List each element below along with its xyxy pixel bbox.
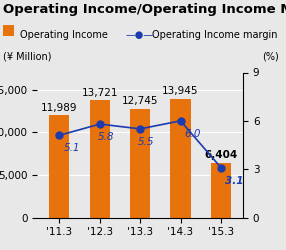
Text: —●—: —●— [126,30,154,40]
Bar [49,115,69,218]
Text: 5.5: 5.5 [138,137,155,147]
Bar [130,109,150,218]
Text: 12,745: 12,745 [122,96,158,106]
Bar [90,100,110,218]
Text: (%): (%) [262,51,279,61]
Text: Operating Income/Operating Income Margin: Operating Income/Operating Income Margin [3,2,286,16]
Text: Operating Income: Operating Income [20,30,108,40]
Text: 3.1: 3.1 [225,176,243,186]
Bar [170,98,190,218]
Text: 5.1: 5.1 [64,144,81,154]
Text: 6.0: 6.0 [184,129,201,139]
Bar [211,163,231,218]
Text: 11,989: 11,989 [41,103,78,113]
Text: 5.8: 5.8 [98,132,114,142]
Text: Operating Income margin: Operating Income margin [152,30,277,40]
Text: (¥ Million): (¥ Million) [3,51,51,61]
Text: 13,945: 13,945 [162,86,199,96]
Text: 13,721: 13,721 [82,88,118,98]
Text: 6,404: 6,404 [204,150,237,160]
